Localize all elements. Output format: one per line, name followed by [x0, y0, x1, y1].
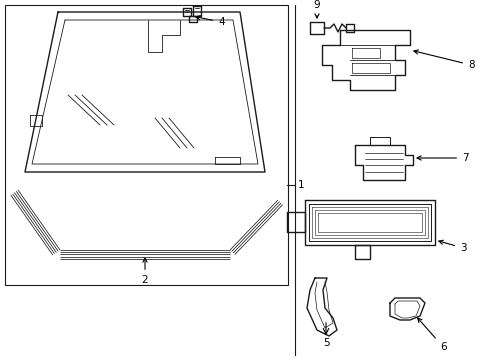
- Text: 7: 7: [417, 153, 468, 163]
- Text: 8: 8: [414, 50, 475, 70]
- Text: 5: 5: [323, 338, 329, 348]
- Text: 1: 1: [298, 180, 305, 190]
- Text: 2: 2: [142, 258, 148, 285]
- Text: 9: 9: [314, 0, 320, 18]
- Text: 4: 4: [196, 15, 224, 27]
- Text: 3: 3: [439, 240, 466, 253]
- Text: 6: 6: [417, 318, 446, 352]
- Bar: [5, 5, 288, 285]
